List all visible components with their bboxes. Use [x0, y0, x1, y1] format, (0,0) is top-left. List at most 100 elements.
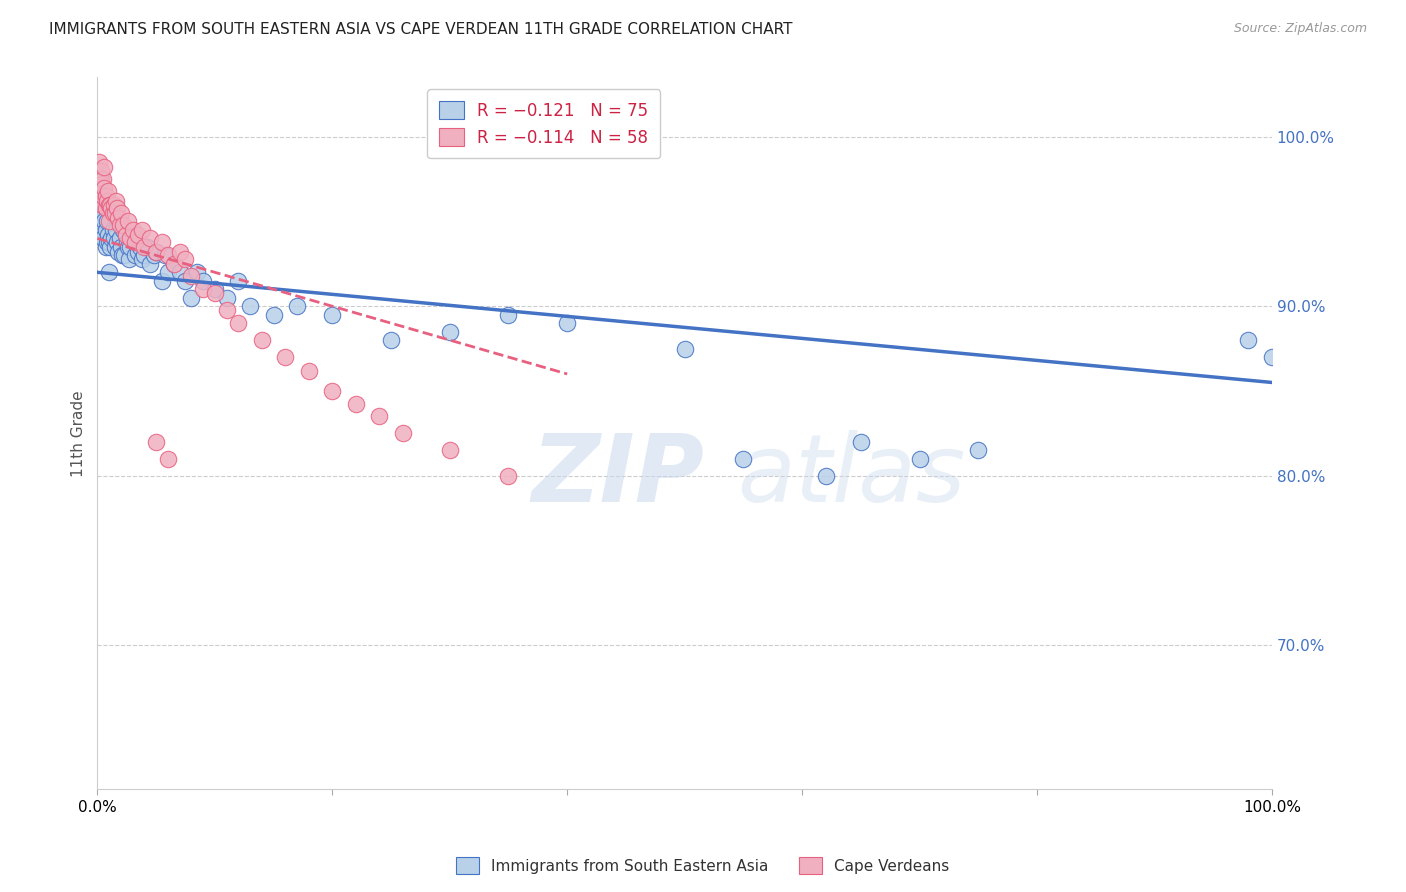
Point [94, 189, 117, 203]
Point [98, 214, 121, 228]
Point [139, 257, 162, 271]
Point [226, 316, 249, 330]
Point [145, 244, 167, 259]
Point [134, 240, 156, 254]
Point [97, 184, 120, 198]
Point [274, 350, 297, 364]
Point [239, 299, 262, 313]
Point [107, 244, 129, 259]
Point [142, 248, 165, 262]
Point [91, 223, 114, 237]
Point [108, 218, 131, 232]
Point [120, 231, 142, 245]
Point [91, 172, 114, 186]
Point [344, 397, 367, 411]
Point [204, 282, 226, 296]
Point [128, 240, 150, 254]
Point [131, 223, 153, 237]
Point [98, 197, 121, 211]
Point [150, 235, 173, 249]
Point [814, 468, 837, 483]
Point [150, 274, 173, 288]
Point [94, 240, 117, 254]
Point [89, 206, 111, 220]
Point [298, 363, 321, 377]
Point [94, 223, 117, 237]
Point [180, 291, 202, 305]
Point [90, 172, 112, 186]
Point [90, 163, 112, 178]
Point [908, 451, 931, 466]
Point [96, 194, 118, 208]
Point [145, 244, 167, 259]
Point [110, 240, 132, 254]
Point [263, 308, 285, 322]
Point [498, 308, 520, 322]
Point [1261, 350, 1284, 364]
Point [105, 235, 128, 249]
Point [112, 223, 135, 237]
Point [105, 201, 128, 215]
Point [104, 206, 127, 220]
Point [105, 194, 128, 208]
Point [380, 333, 402, 347]
Point [439, 325, 461, 339]
Point [134, 248, 156, 262]
Point [391, 426, 413, 441]
Point [156, 248, 179, 262]
Point [111, 248, 134, 262]
Point [673, 342, 696, 356]
Point [186, 265, 208, 279]
Point [120, 240, 142, 254]
Point [121, 231, 143, 245]
Point [498, 468, 520, 483]
Point [112, 248, 135, 262]
Point [98, 240, 121, 254]
Point [226, 274, 249, 288]
Point [131, 252, 153, 266]
Point [555, 316, 578, 330]
Point [98, 235, 121, 249]
Point [321, 308, 343, 322]
Point [89, 172, 111, 186]
Point [321, 384, 343, 398]
Point [155, 248, 177, 262]
Legend: Immigrants from South Eastern Asia, Cape Verdeans: Immigrants from South Eastern Asia, Cape… [450, 851, 956, 880]
Point [91, 197, 114, 211]
Y-axis label: 11th Grade: 11th Grade [72, 390, 86, 476]
Point [117, 214, 139, 228]
Point [967, 443, 990, 458]
Point [118, 252, 141, 266]
Point [87, 155, 110, 169]
Text: Source: ZipAtlas.com: Source: ZipAtlas.com [1233, 22, 1367, 36]
Point [156, 265, 179, 279]
Point [439, 443, 461, 458]
Point [100, 201, 122, 215]
Point [145, 434, 167, 449]
Point [215, 302, 238, 317]
Point [127, 227, 149, 242]
Point [112, 218, 135, 232]
Point [91, 177, 114, 191]
Point [91, 189, 114, 203]
Point [169, 244, 191, 259]
Point [1237, 333, 1260, 347]
Point [91, 206, 114, 220]
Point [96, 235, 118, 249]
Point [849, 434, 872, 449]
Point [169, 265, 191, 279]
Point [163, 257, 186, 271]
Point [101, 223, 124, 237]
Point [93, 214, 115, 228]
Point [215, 291, 238, 305]
Point [110, 206, 132, 220]
Point [98, 265, 121, 279]
Point [104, 240, 127, 254]
Point [101, 206, 124, 220]
Point [174, 252, 197, 266]
Point [125, 231, 148, 245]
Point [124, 248, 146, 262]
Point [191, 274, 214, 288]
Point [114, 227, 136, 242]
Point [163, 257, 186, 271]
